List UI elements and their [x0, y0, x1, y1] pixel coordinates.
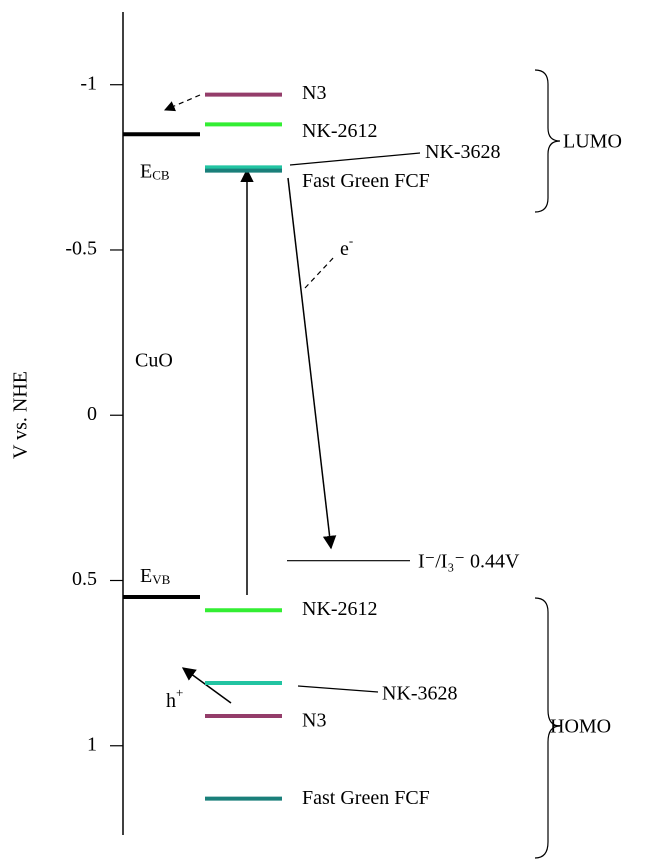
lumo-label: LUMO [563, 131, 622, 153]
y-tick-label: 0.5 [72, 568, 97, 590]
band-sub: CB [152, 167, 170, 182]
y-tick-label: 1 [87, 733, 97, 755]
band-symbol: E [140, 565, 152, 587]
leader-line [297, 685, 379, 693]
electron-symbol: e [340, 238, 349, 260]
dye-homo-label: Fast Green FCF [302, 787, 430, 809]
injection-arrow [164, 94, 201, 112]
dye-lumo-label: NK-3628 [425, 141, 501, 163]
band-symbol: E [140, 160, 152, 182]
electron-arrow [287, 177, 337, 550]
band-edge-label: ECB [140, 160, 170, 182]
y-tick-label: -0.5 [65, 238, 97, 260]
electron-label: e- [340, 233, 353, 260]
dye-homo-label: NK-2612 [302, 598, 378, 620]
y-axis-title: V vs. NHE [10, 371, 32, 459]
redox-label: I⁻/I₃⁻ 0.44V [418, 550, 520, 572]
semiconductor-name: CuO [135, 350, 173, 372]
hole-sup: + [176, 685, 183, 700]
hole-arrow [181, 667, 232, 704]
leader-line [289, 152, 421, 166]
lumo-brace [534, 69, 561, 213]
dye-homo-label: NK-3628 [382, 683, 458, 705]
electron-sup: - [349, 233, 353, 248]
hole-label: h+ [166, 685, 183, 712]
electron-dash [304, 255, 336, 289]
y-tick-label: 0 [87, 403, 97, 425]
dye-lumo-label: Fast Green FCF [302, 170, 430, 192]
homo-brace [534, 597, 561, 859]
band-edge-label: EVB [140, 565, 171, 587]
dye-lumo-label: NK-2612 [302, 120, 378, 142]
hole-symbol: h [166, 690, 176, 712]
dye-lumo-label: N3 [302, 82, 326, 104]
homo-label: HOMO [550, 716, 611, 738]
band-sub: VB [152, 572, 170, 587]
dye-homo-label: N3 [302, 710, 326, 732]
y-tick-label: -1 [80, 72, 97, 94]
